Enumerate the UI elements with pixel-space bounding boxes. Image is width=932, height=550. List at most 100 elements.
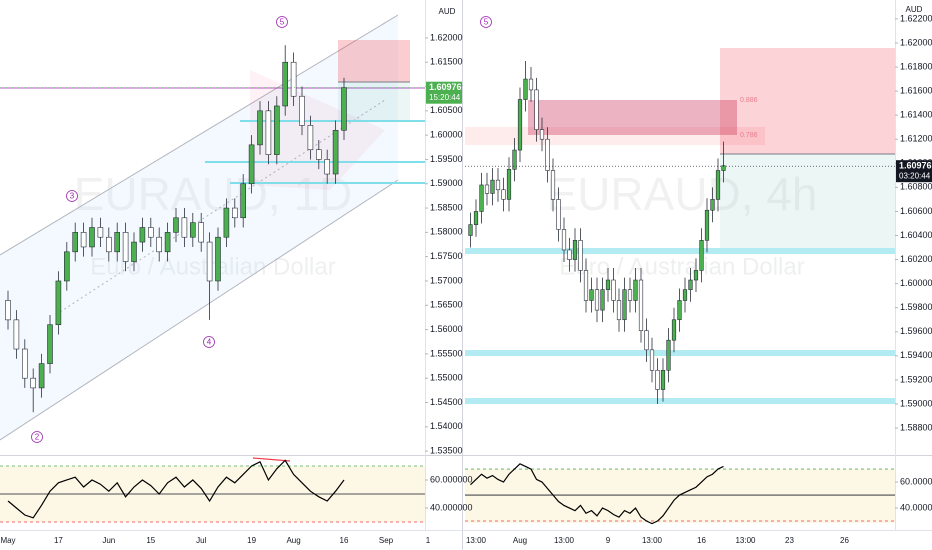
y-tick-label: 1.59500 [430,154,463,164]
candle-body [605,279,611,290]
candle-body [633,279,638,301]
divergence-line [252,457,291,462]
candle-body [173,217,179,233]
candle-body [611,279,616,301]
x-tick-label: Sep [379,536,394,545]
candle-body [215,236,221,282]
y-tick-label: 1.60000 [430,130,463,140]
wave-marker [31,431,43,443]
wave-label: 5 [484,18,489,27]
wave-marker [480,16,492,28]
y-tick-label: 1.59600 [900,326,932,336]
candle-body [490,179,495,194]
y-tick-label: 1.56500 [430,300,463,310]
y-tick-label: 1.60000 [900,278,932,288]
x-tick-label: 19 [247,536,256,545]
x-tick-label: Jul [196,536,206,545]
currency: AUD [439,7,456,16]
rsi-line [470,463,724,525]
fib-label: 0.886 [740,97,758,104]
last-price-box [426,81,462,104]
y-tick-label: 1.61200 [900,134,932,144]
y-tick-label: 1.55500 [430,348,463,358]
x-tick-label: 13:00 [554,536,575,545]
candle-body [512,149,517,170]
candle-body [341,87,347,131]
wave-marker [203,336,215,348]
x-tick-label: Aug [286,536,300,545]
candle-body [473,211,479,225]
candle-body [206,241,213,282]
wave-label: 5 [280,18,285,27]
y-tick-label: 1.62200 [900,13,932,23]
x-tick-label: 13:00 [466,536,487,545]
candle-body [148,227,154,238]
y-tick-label: 1.54000 [430,421,463,431]
candle-body [495,179,501,191]
stop-box [720,154,895,250]
candle-body [248,144,255,185]
wave-marker [66,190,78,202]
candle-body [72,232,78,253]
candle-body [721,165,726,171]
y-tick-label: 1.60600 [900,206,932,216]
y-tick-label: 1.59200 [900,374,932,384]
candle-body [479,184,484,212]
candle-body [616,300,622,321]
candle-body [80,232,87,248]
candle-body [38,363,45,389]
stop-box [338,82,410,120]
candle-body [715,170,721,200]
x-tick-label: 15 [146,536,155,545]
y-tick-label: 1.57000 [430,275,463,285]
candle-body [257,110,263,146]
channel-line [0,179,399,441]
support-band [465,398,895,404]
watermark-title: EURAUD, 1D [74,168,353,220]
x-tick-label: 13:00 [642,536,663,545]
candle-body [468,224,473,236]
candle-body [13,319,20,350]
candle-body [622,289,627,321]
x-tick-label: 9 [606,536,611,545]
candle-body [550,170,556,200]
y-tick-label: 40.000000 [430,502,473,512]
x-tick-label: Jun [102,536,115,545]
y-tick-label: 1.59000 [900,398,932,408]
x-tick-label: 1 [426,536,431,545]
wave-label: 3 [70,192,75,201]
y-tick-label: 1.60500 [430,105,463,115]
candle-body [567,249,572,260]
candle-body [534,89,539,130]
candle-body [265,110,272,155]
candle-body [523,78,528,100]
candle-body [106,236,112,253]
y-tick-label: 1.60200 [900,254,932,264]
candle-body [671,319,677,341]
candle-body [666,339,671,371]
candle-body [484,184,490,194]
candle-body [273,105,280,155]
y-tick-label: 1.61400 [900,110,932,120]
target-box [338,40,410,82]
wave-label: 4 [207,338,212,347]
watermark-subtitle: Euro / Australian Dollar [559,253,804,280]
candle-body [122,232,129,262]
y-tick-label: 1.60800 [900,182,932,192]
y-tick-label: 1.61500 [430,57,463,67]
candle-body [332,129,339,175]
y-tick-label: 1.61800 [900,61,932,71]
candle-body [324,159,331,175]
candle-body [299,95,305,126]
support-band [465,350,895,356]
countdown: 03:20:44 [899,171,931,180]
y-tick-label: 1.62000 [430,32,463,42]
candle-body [699,240,704,271]
countdown: 15:20:44 [429,93,461,102]
candle-body [594,289,600,311]
y-tick-label: 1.58800 [900,422,932,432]
y-tick-label: 1.62000 [900,37,932,47]
candle-body [21,348,28,379]
